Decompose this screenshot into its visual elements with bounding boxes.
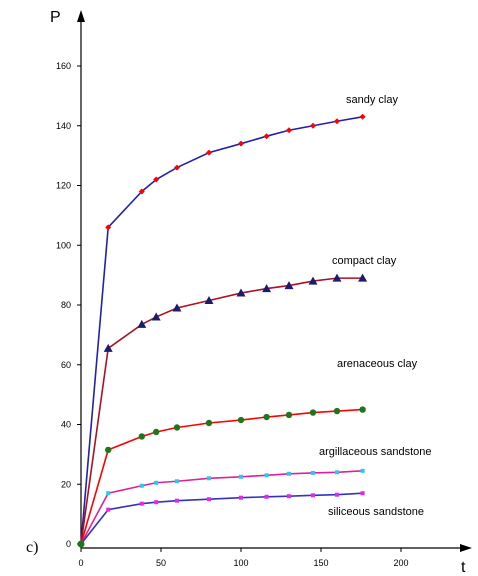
y-tick-label: 40 — [61, 420, 71, 430]
data-point-compact-clay — [262, 284, 272, 293]
data-point-siliceous-sandstone — [287, 494, 291, 499]
data-point-argillaceous-sandstone — [106, 491, 111, 496]
series-line-compact-clay — [80, 277, 363, 545]
data-point-compact-clay — [308, 276, 318, 285]
y-tick-label: 100 — [56, 240, 71, 250]
data-point-arenaceous-clay — [138, 433, 145, 440]
data-point-compact-clay — [137, 319, 147, 328]
data-point-argillaceous-sandstone — [139, 483, 144, 488]
x-ticks: 0 50 100 150 200 — [78, 548, 409, 568]
data-point-compact-clay — [172, 303, 182, 312]
data-point-argillaceous-sandstone — [287, 471, 291, 476]
data-point-sandy-clay — [174, 164, 180, 171]
series-line-arenaceous-clay — [80, 408, 363, 545]
data-point-arenaceous-clay — [153, 428, 160, 436]
y-axis-label: P — [50, 9, 61, 26]
data-point-argillaceous-sandstone — [264, 473, 269, 478]
series-markers — [77, 113, 368, 548]
x-axis-label: t — [461, 559, 466, 576]
axes — [77, 10, 472, 552]
data-point-compact-clay — [151, 312, 161, 321]
data-point-arenaceous-clay — [263, 413, 270, 421]
data-point-argillaceous-sandstone — [175, 479, 179, 484]
data-point-arenaceous-clay — [359, 406, 366, 413]
data-point-siliceous-sandstone — [207, 497, 211, 502]
y-axis-arrow — [77, 10, 85, 22]
data-point-sandy-clay — [105, 224, 112, 231]
data-point-siliceous-sandstone — [239, 495, 243, 500]
data-point-siliceous-sandstone — [106, 507, 111, 512]
data-point-siliceous-sandstone — [360, 491, 365, 496]
data-point-sandy-clay — [153, 176, 160, 183]
series-label-sandy-clay: sandy clay — [346, 94, 398, 106]
y-tick-label: 160 — [56, 61, 71, 71]
y-tick-label: 20 — [61, 479, 71, 489]
data-point-sandy-clay — [334, 118, 340, 125]
series-line-sandy-clay — [80, 115, 363, 545]
x-tick-label: 100 — [233, 558, 248, 568]
data-point-sandy-clay — [286, 127, 292, 134]
data-point-arenaceous-clay — [309, 409, 317, 416]
x-tick-label: 50 — [156, 558, 166, 568]
data-point-compact-clay — [103, 343, 113, 352]
series-label-siliceous-sandstone: siliceous sandstone — [328, 506, 424, 518]
data-point-arenaceous-clay — [333, 407, 341, 415]
series-line-siliceous-sandstone — [80, 492, 363, 545]
data-point-arenaceous-clay — [205, 419, 213, 427]
data-point-siliceous-sandstone — [264, 494, 269, 499]
data-point-argillaceous-sandstone — [360, 468, 365, 473]
x-tick-label: 150 — [313, 558, 328, 568]
data-point-arenaceous-clay — [285, 411, 293, 419]
x-tick-label: 200 — [393, 558, 408, 568]
data-point-siliceous-sandstone — [154, 500, 159, 505]
data-point-siliceous-sandstone — [139, 501, 144, 506]
data-point-sandy-clay — [310, 122, 316, 129]
data-point-sandy-clay — [263, 133, 270, 140]
y-ticks: 0 20 40 60 80 100 120 140 160 — [56, 61, 81, 549]
y-tick-label: 60 — [61, 360, 71, 370]
data-point-siliceous-sandstone — [335, 492, 339, 497]
series-line-argillaceous-sandstone — [80, 470, 363, 545]
data-point-siliceous-sandstone — [311, 493, 315, 498]
x-tick-label: 0 — [78, 558, 83, 568]
y-tick-label: 80 — [61, 300, 71, 310]
data-point-argillaceous-sandstone — [239, 474, 243, 479]
x-axis-arrow — [460, 544, 472, 552]
data-point-compact-clay — [332, 273, 342, 282]
y-tick-label: 140 — [56, 121, 71, 131]
data-point-sandy-clay — [206, 149, 212, 156]
data-point-compact-clay — [236, 288, 246, 297]
origin-point — [77, 540, 85, 548]
data-point-argillaceous-sandstone — [311, 470, 315, 475]
data-point-arenaceous-clay — [105, 446, 112, 454]
data-point-arenaceous-clay — [237, 416, 245, 424]
data-point-argillaceous-sandstone — [335, 470, 339, 475]
data-point-sandy-clay — [238, 140, 244, 147]
data-point-compact-clay — [284, 281, 294, 290]
panel-label: c) — [26, 539, 38, 556]
y-tick-label: 120 — [56, 181, 71, 191]
data-point-argillaceous-sandstone — [207, 476, 211, 481]
data-point-compact-clay — [204, 296, 214, 305]
series-lines — [80, 115, 363, 545]
data-point-sandy-clay — [359, 113, 366, 120]
data-point-siliceous-sandstone — [175, 498, 179, 503]
data-point-arenaceous-clay — [173, 424, 181, 431]
y-tick-label: 0 — [66, 539, 71, 549]
series-labels: sandy clay compact clay arenaceous clay arg… — [319, 94, 432, 518]
series-label-arenaceous-clay: arenaceous clay — [337, 358, 418, 370]
series-label-argillaceous-sandstone: argillaceous sandstone — [319, 446, 432, 458]
data-point-argillaceous-sandstone — [154, 480, 159, 485]
series-label-compact-clay: compact clay — [332, 255, 397, 267]
data-point-compact-clay — [358, 273, 368, 282]
data-point-sandy-clay — [138, 188, 145, 195]
